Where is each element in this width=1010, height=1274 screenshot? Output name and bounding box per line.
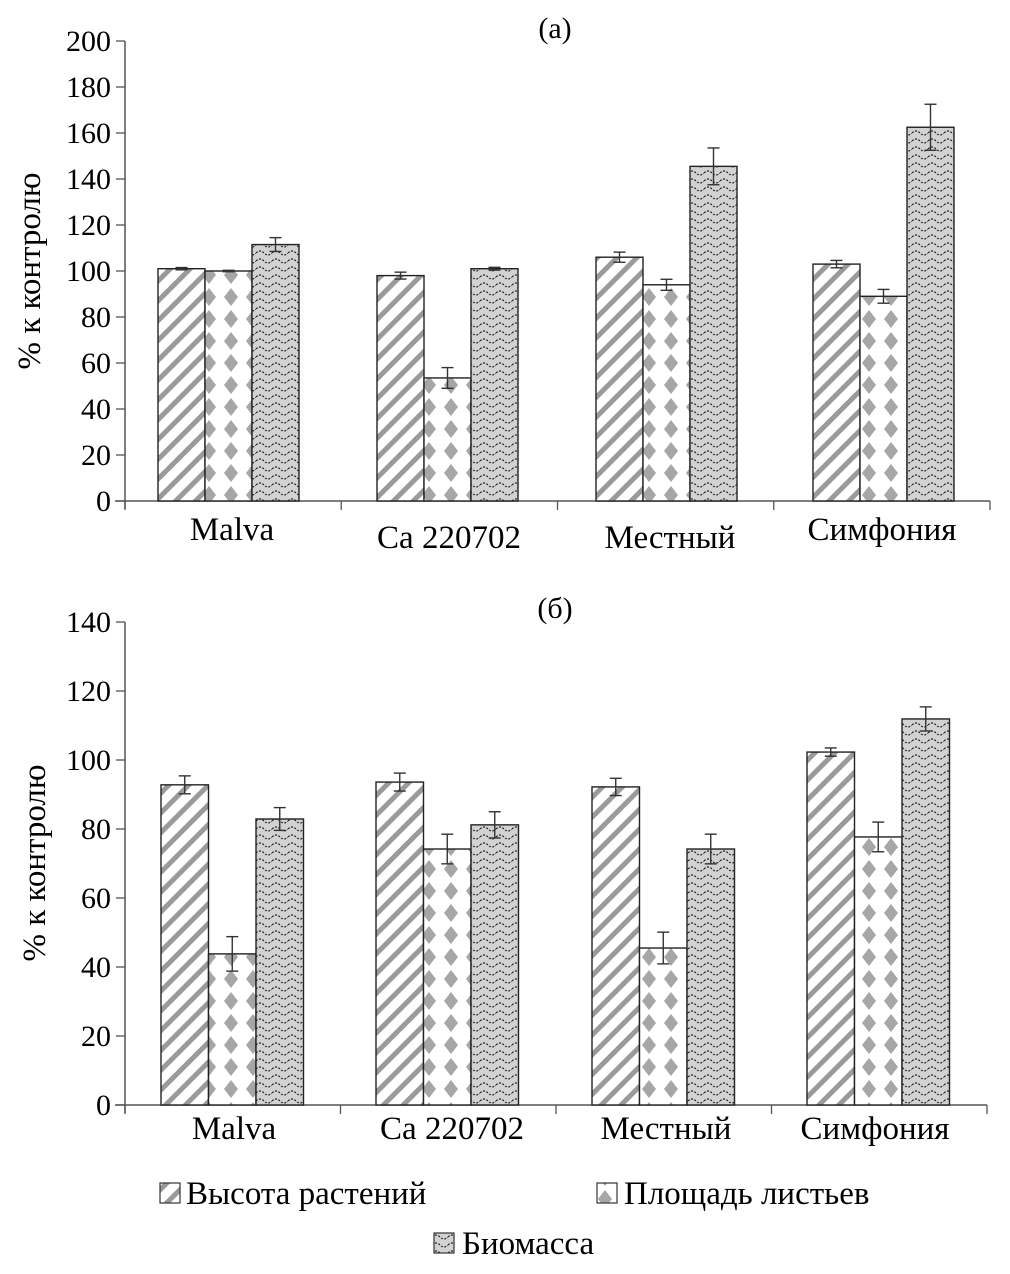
error-bar [273,806,286,832]
bar-leaf-area [207,953,257,1106]
x-category-label: Ca 220702 [380,1111,524,1147]
bar-leaf-area [423,377,472,502]
legend-label-biomass: Биомасса [462,1226,594,1262]
panel-b-categories: Malva Ca 220702 Местный Симфония [192,1111,950,1147]
error-bar [226,935,239,972]
x-category-label: Malva [190,512,275,548]
y-tick-label: 160 [66,117,111,150]
error-bar [924,103,937,151]
y-tick-label: 140 [66,163,111,196]
bar-biomass [470,824,520,1106]
bar-leaf-area [638,947,688,1106]
error-bar [660,278,673,292]
y-tick-label: 180 [66,71,111,104]
error-bar [919,706,932,732]
y-tick-label: 100 [66,255,111,288]
y-tick-label: 140 [66,606,111,639]
error-bar [488,811,501,839]
bar-biomass [251,243,300,502]
y-tick-label: 20 [81,439,111,472]
y-tick-label: 60 [81,882,111,915]
error-bar [222,269,235,273]
bar-biomass [906,126,955,502]
error-bar [269,236,282,253]
error-bar [178,775,191,795]
error-bar [609,777,622,797]
error-bar [441,833,454,865]
bar-leaf-area [422,848,472,1106]
y-tick-label: 120 [66,675,111,708]
x-category-label: Местный [605,520,736,556]
y-tick-label: 60 [81,347,111,380]
y-tick-label: 0 [96,485,111,518]
x-category-label: Malva [192,1111,277,1147]
error-bar [394,271,407,280]
x-category-label: Симфония [801,1111,950,1147]
y-tick-label: 40 [81,951,111,984]
legend-swatch-height [159,1182,181,1204]
panel-a-bars [157,103,955,502]
y-tick-label: 120 [66,209,111,242]
panel-a-title: (а) [538,12,571,45]
legend-swatch-leaf-area [596,1182,618,1204]
y-tick-label: 80 [81,813,111,846]
y-tick-label: 200 [66,25,111,58]
bar-leaf-area [853,836,903,1106]
bar-leaf-area [642,284,691,502]
error-bar [175,266,188,271]
y-tick-label: 40 [81,393,111,426]
bar-height [806,751,856,1106]
error-bar [704,833,717,865]
y-tick-label: 0 [96,1089,111,1122]
x-category-label: Симфония [808,512,957,548]
legend-swatch-biomass [433,1232,455,1254]
bar-leaf-area [204,270,253,502]
bar-height [160,784,210,1106]
x-category-label: Ca 220702 [377,520,521,556]
x-category-label: Местный [601,1111,732,1147]
panel-a: (а) % к контролю 0 20 40 60 80 100 120 140 160 18… [12,12,991,556]
bar-height [376,274,425,502]
error-bar [824,747,837,757]
error-bar [830,259,843,269]
legend-label-leaf-area: Площадь листьев [624,1176,869,1212]
legend: Высота растений Площадь листьев Биомасса [159,1176,869,1262]
bar-biomass [901,718,951,1106]
bar-height [812,263,861,502]
panel-b-title: (б) [537,592,572,625]
legend-label-height: Высота растений [186,1176,426,1212]
error-bar [877,288,890,304]
bar-biomass [470,268,519,502]
panel-a-yticks: 0 20 40 60 80 100 120 140 160 180 200 [66,25,991,518]
bar-biomass [686,848,736,1106]
panel-b-bars [160,706,951,1106]
bar-height [375,781,425,1106]
bar-biomass [255,818,305,1106]
panel-a-ylabel: % к контролю [12,172,48,369]
error-bar [393,772,406,792]
bar-height [591,786,641,1106]
panel-b: (б) % к контролю 0 20 40 60 80 100 120 140 Malv… [17,592,988,1147]
panel-a-categories: Malva Ca 220702 Местный Симфония [190,512,957,556]
error-bar [657,931,670,965]
y-tick-label: 80 [81,301,111,334]
legend-item-leaf-area: Площадь листьев [596,1176,869,1212]
bar-leaf-area [859,295,908,502]
error-bar [872,821,885,853]
bar-biomass [689,165,738,502]
bar-height [595,256,644,502]
legend-item-biomass: Биомасса [433,1226,594,1262]
y-tick-label: 20 [81,1020,111,1053]
error-bar [707,147,720,186]
error-bar [488,266,501,271]
error-bar [613,251,626,263]
error-bar [441,366,454,389]
bar-height [157,268,206,502]
legend-item-height: Высота растений [159,1176,426,1212]
panel-b-ylabel: % к контролю [17,764,53,961]
y-tick-label: 100 [66,744,111,777]
